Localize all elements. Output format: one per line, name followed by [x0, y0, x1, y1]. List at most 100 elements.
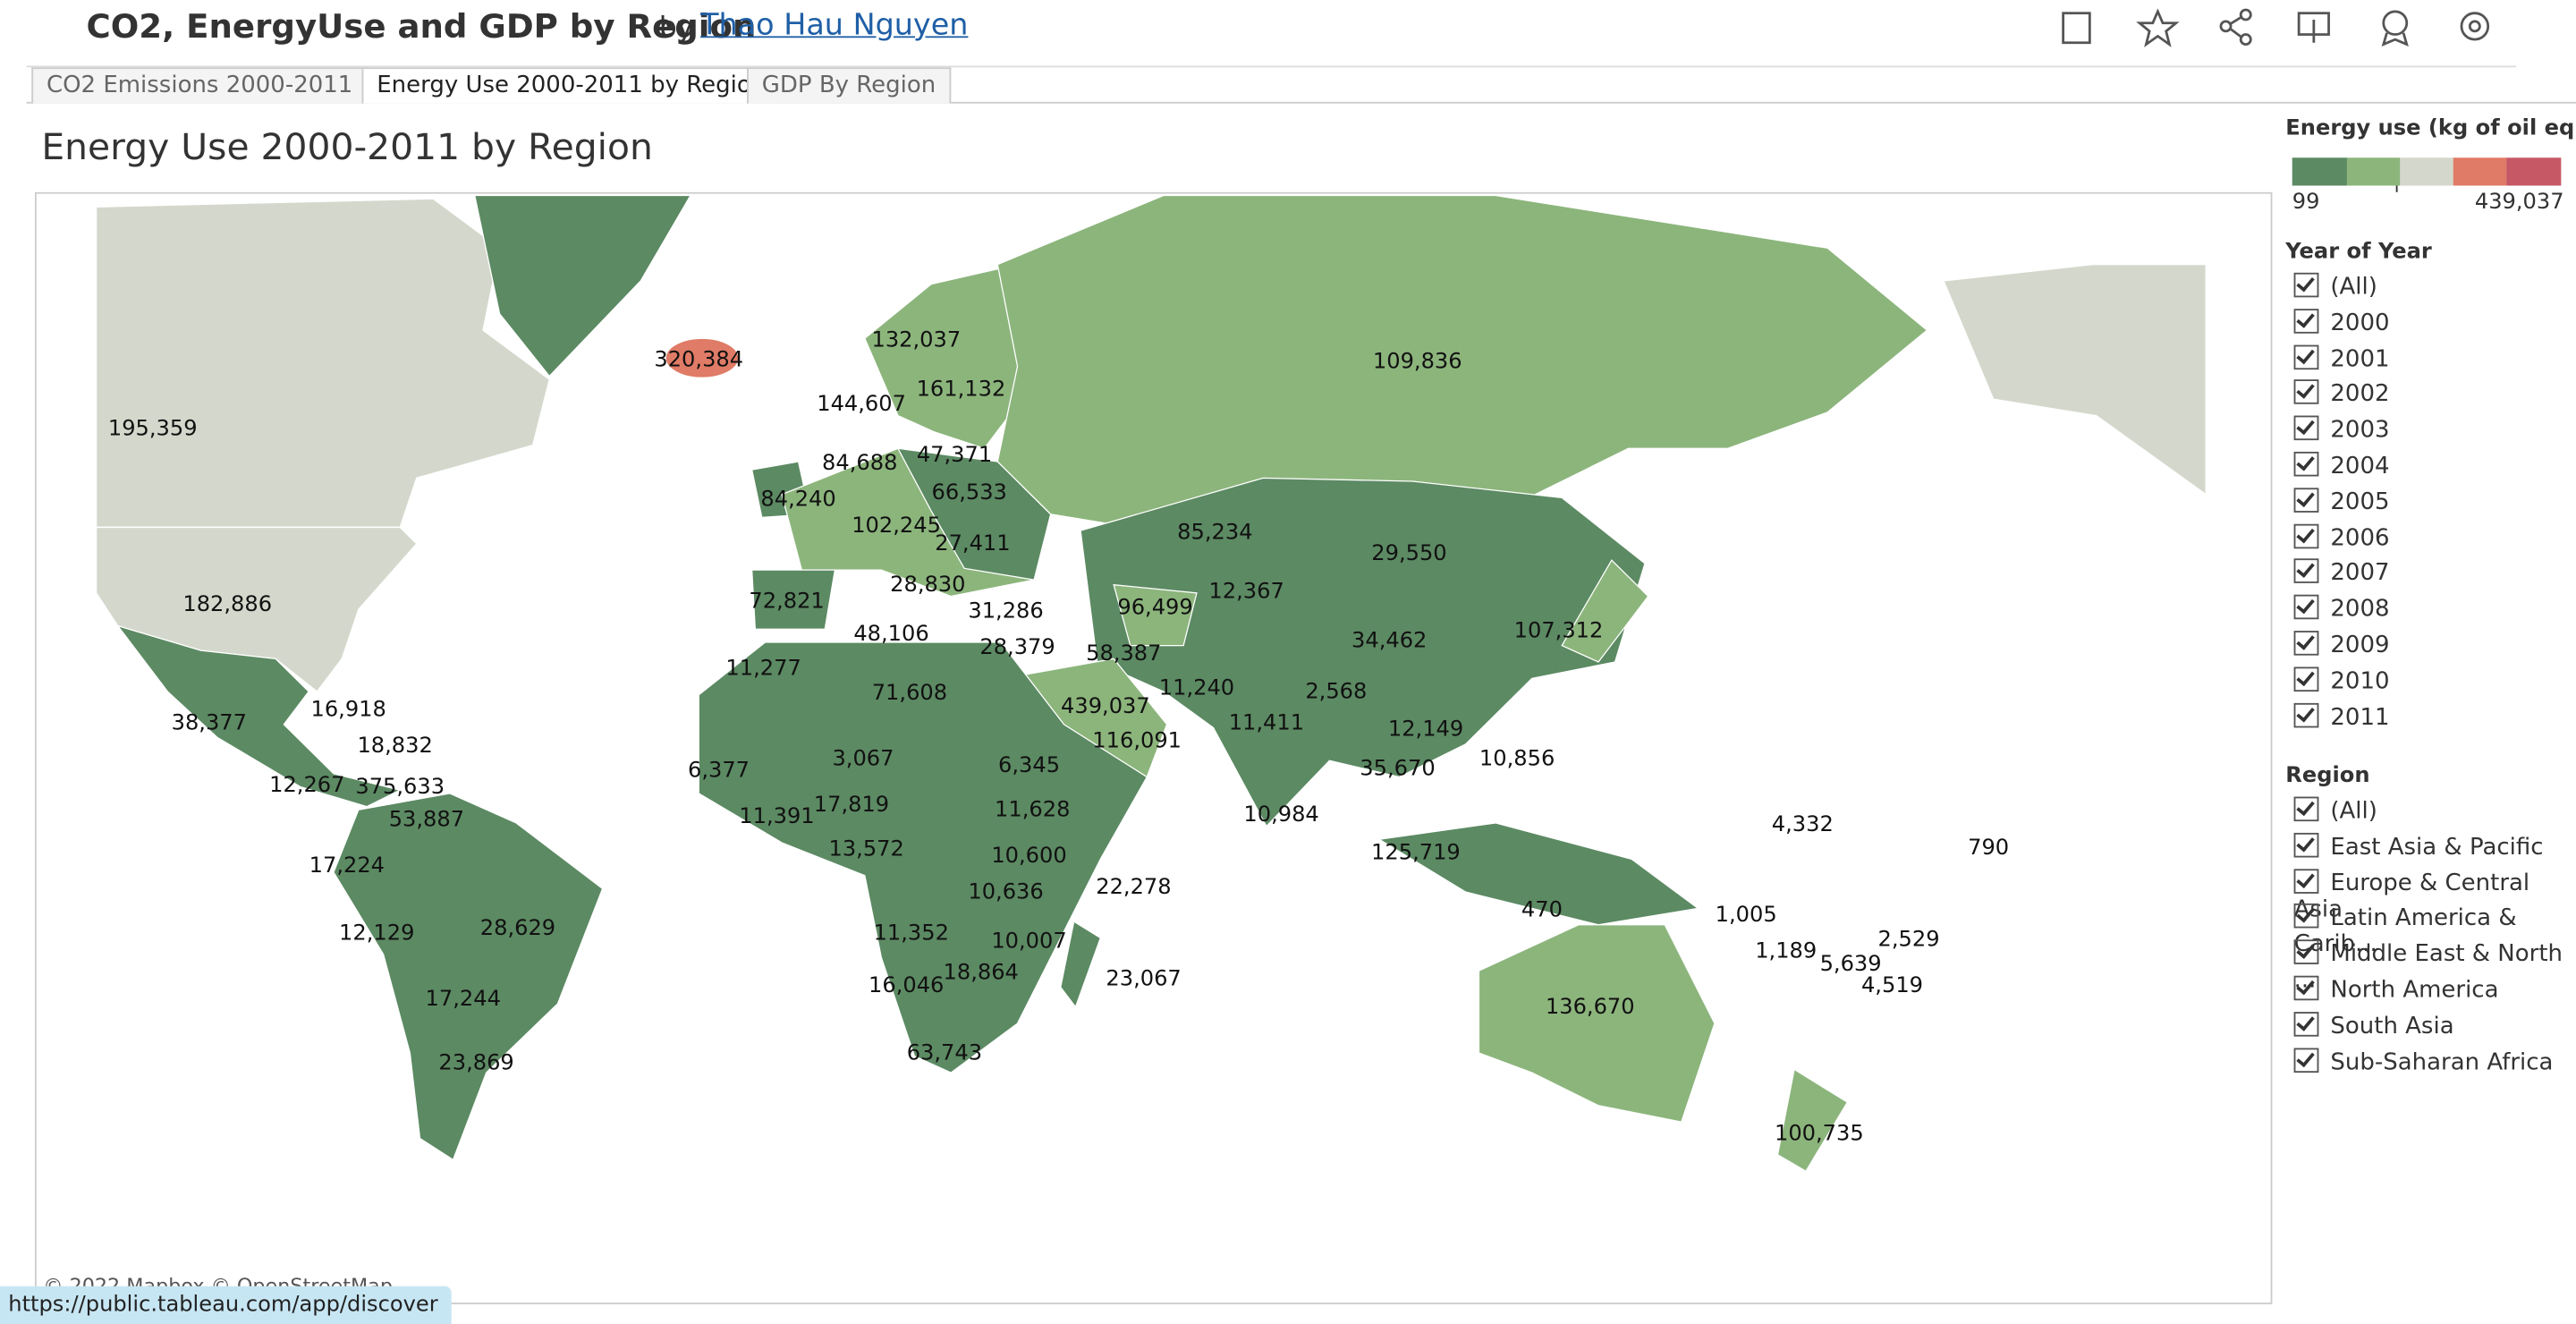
checkbox[interactable] — [2293, 975, 2319, 1001]
map-label: 107,312 — [1514, 618, 1604, 643]
map-label: 790 — [1968, 835, 2009, 860]
map-label: 12,149 — [1388, 717, 1463, 742]
tab-active[interactable]: Energy Use 2000-2011 by Region — [361, 67, 781, 104]
option-label: Sub-Saharan Africa — [2330, 1048, 2554, 1075]
asia — [1080, 477, 1646, 828]
map-label: 29,550 — [1371, 540, 1446, 565]
filter-option[interactable]: 2004 — [2293, 451, 2390, 480]
option-label: 2001 — [2330, 345, 2390, 373]
map-label: 470 — [1521, 897, 1563, 922]
checkbox[interactable] — [2293, 868, 2319, 894]
legend-max: 439,037 — [2474, 190, 2564, 216]
greenland — [473, 194, 692, 378]
filter-option[interactable]: North America — [2293, 975, 2499, 1004]
filter-option[interactable]: 2000 — [2293, 308, 2390, 336]
map-label: 10,600 — [991, 843, 1066, 868]
checkbox[interactable] — [2293, 796, 2319, 822]
checkbox[interactable] — [2293, 702, 2319, 727]
filter-option[interactable]: Europe & Central Asia — [2293, 868, 2576, 922]
checkbox[interactable] — [2293, 344, 2319, 369]
se-asia-islands — [1377, 822, 1699, 926]
mexico-central-america — [116, 624, 402, 808]
checkbox[interactable] — [2293, 832, 2319, 858]
badge-icon[interactable] — [2381, 10, 2409, 47]
color-legend — [2292, 157, 2562, 192]
option-label: 2008 — [2330, 596, 2390, 624]
checkbox[interactable] — [2293, 523, 2319, 548]
map-label: 72,821 — [749, 589, 824, 614]
legend-min: 99 — [2292, 190, 2320, 216]
favorite-icon[interactable] — [2136, 8, 2180, 47]
checkbox[interactable] — [2293, 487, 2319, 513]
option-label: 2011 — [2330, 703, 2390, 731]
map-label: 2,568 — [1305, 679, 1367, 704]
download-icon[interactable] — [2297, 12, 2330, 43]
australia — [1478, 924, 1716, 1123]
map-label: 5,639 — [1820, 951, 1882, 976]
option-label: North America — [2330, 977, 2499, 1004]
filter-option[interactable]: East Asia & Pacific — [2293, 832, 2544, 861]
map-label: 16,918 — [311, 697, 386, 722]
tab[interactable]: CO2 Emissions 2000-2011 — [31, 67, 369, 104]
map-label: 161,132 — [917, 377, 1006, 402]
map-label: 10,984 — [1243, 802, 1318, 827]
map-label: 4,519 — [1861, 972, 1923, 997]
filter-option[interactable]: 2009 — [2293, 631, 2390, 658]
workbook-title: CO2, EnergyUse and GDP by Region — [86, 6, 757, 47]
madagascar — [1060, 921, 1102, 1008]
filter-option[interactable]: Sub-Saharan Africa — [2293, 1047, 2554, 1075]
checkbox[interactable] — [2293, 415, 2319, 441]
filter-option[interactable]: (All) — [2293, 272, 2377, 301]
option-label: 2005 — [2330, 488, 2390, 516]
map-label: 320,384 — [654, 347, 743, 372]
map-label: 28,830 — [890, 572, 965, 597]
filter-option[interactable]: South Asia — [2293, 1011, 2454, 1040]
map-label: 1,005 — [1716, 902, 1777, 927]
option-label: 2010 — [2330, 667, 2390, 695]
option-label: Middle East & North ... — [2293, 941, 2563, 995]
map-label: 16,046 — [869, 972, 944, 997]
filter-option[interactable]: 2008 — [2293, 595, 2390, 624]
revert-icon[interactable] — [2062, 12, 2091, 45]
by-text: by — [658, 11, 694, 45]
checkbox[interactable] — [2293, 308, 2319, 334]
checkbox[interactable] — [2293, 379, 2319, 405]
filter-option[interactable]: 2006 — [2293, 523, 2390, 552]
map-label: 136,670 — [1546, 994, 1635, 1019]
filter-option[interactable]: Middle East & North ... — [2293, 939, 2576, 995]
map-label: 11,352 — [874, 920, 949, 945]
map-label: 23,067 — [1106, 966, 1181, 991]
settings-icon[interactable] — [2460, 12, 2490, 41]
checkbox[interactable] — [2293, 272, 2319, 298]
divider — [26, 65, 2517, 68]
map-label: 10,007 — [991, 929, 1066, 954]
filter-option[interactable]: 2003 — [2293, 415, 2390, 445]
filter-option[interactable]: 2010 — [2293, 666, 2390, 695]
share-icon[interactable] — [2219, 8, 2252, 46]
checkbox[interactable] — [2293, 595, 2319, 620]
map-label: 439,037 — [1061, 693, 1150, 718]
map-label: 12,367 — [1208, 578, 1284, 603]
filter-option[interactable]: 2001 — [2293, 344, 2390, 373]
checkbox[interactable] — [2293, 904, 2319, 929]
filter-option[interactable]: 2011 — [2293, 702, 2390, 731]
checkbox[interactable] — [2293, 939, 2319, 965]
tab[interactable]: GDP By Region — [747, 67, 951, 104]
map[interactable]: 320,384 132,037 144,607 161,132 109,836 195,3… — [34, 191, 2273, 1304]
checkbox[interactable] — [2293, 1047, 2319, 1073]
map-label: 85,234 — [1177, 519, 1252, 544]
filter-option[interactable]: 2002 — [2293, 379, 2390, 408]
checkbox[interactable] — [2293, 559, 2319, 584]
filter-option[interactable]: 2005 — [2293, 487, 2390, 516]
legend-swatch — [2400, 157, 2453, 186]
checkbox[interactable] — [2293, 1011, 2319, 1037]
checkbox[interactable] — [2293, 451, 2319, 477]
option-label: 2003 — [2330, 417, 2390, 445]
checkbox[interactable] — [2293, 631, 2319, 656]
option-label: 2006 — [2330, 524, 2390, 552]
author-link[interactable]: Thao Hau Nguyen — [700, 8, 969, 43]
filter-option[interactable]: 2007 — [2293, 559, 2390, 587]
filter-option[interactable]: (All) — [2293, 796, 2377, 825]
map-label: 35,670 — [1360, 756, 1435, 781]
checkbox[interactable] — [2293, 666, 2319, 692]
